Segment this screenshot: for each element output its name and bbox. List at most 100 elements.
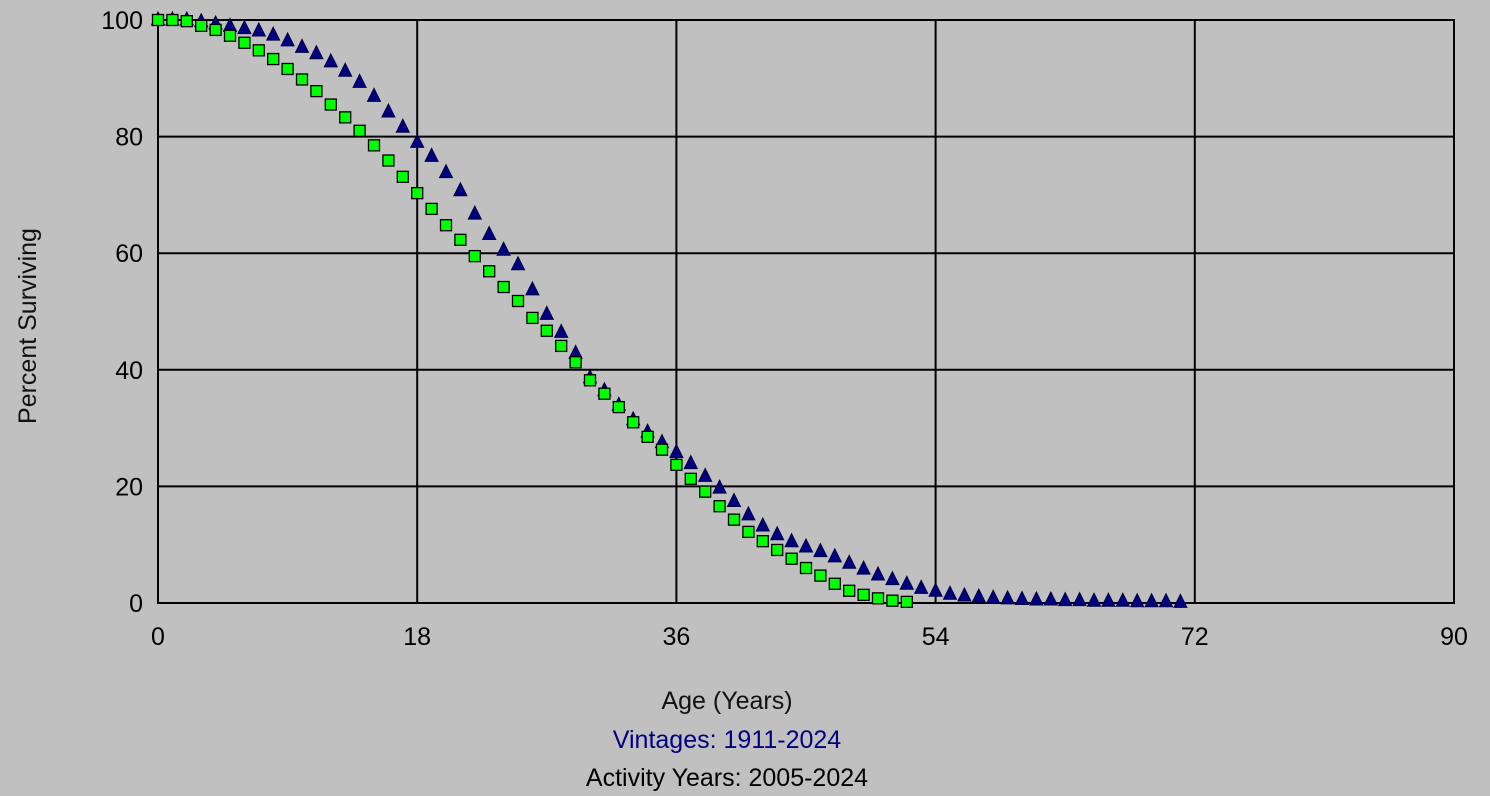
square-point <box>267 52 280 66</box>
square-point <box>511 294 525 308</box>
triangle-point <box>1158 592 1174 608</box>
triangle-point <box>496 241 511 256</box>
triangle-point <box>251 21 267 37</box>
triangle-point <box>453 181 468 197</box>
triangle-point <box>309 44 324 60</box>
triangle-point <box>1101 592 1116 607</box>
square-point <box>886 594 899 607</box>
triangle-point <box>337 62 353 77</box>
square-point <box>713 500 726 513</box>
square-point <box>569 356 582 369</box>
activity-years-caption: Activity Years: 2005-2024 <box>586 764 868 792</box>
x-tick-label: 72 <box>1181 623 1209 651</box>
y-axis-title: Percent Surviving <box>14 228 42 424</box>
square-point <box>339 111 352 124</box>
square-point <box>583 374 597 387</box>
y-tick-labels: 0 20 40 60 80 100 <box>101 7 143 618</box>
square-point <box>454 233 467 246</box>
triangle-point <box>510 255 526 271</box>
triangle-point <box>985 589 1001 604</box>
square-point <box>367 139 381 152</box>
square-point <box>281 62 294 76</box>
square-point <box>151 13 165 27</box>
triangle-point <box>539 305 555 320</box>
triangle-point <box>971 587 987 603</box>
triangle-point <box>755 516 771 532</box>
triangle-point <box>813 542 828 558</box>
triangle-point <box>1072 591 1087 607</box>
x-tick-label: 18 <box>403 623 431 651</box>
triangle-point <box>395 118 411 133</box>
triangle-point <box>381 102 396 118</box>
x-tick-label: 90 <box>1440 623 1468 651</box>
square-point <box>612 400 625 414</box>
triangle-point <box>669 443 684 459</box>
triangle-point <box>1173 593 1188 608</box>
x-axis-title: Age (Years) <box>661 687 792 715</box>
triangle-point <box>957 586 972 602</box>
square-point <box>180 15 193 28</box>
square-point <box>641 430 654 443</box>
triangle-point <box>712 478 727 494</box>
triangle-point <box>237 19 252 35</box>
square-point <box>756 535 769 548</box>
triangle-point <box>294 38 310 53</box>
square-point <box>295 73 309 86</box>
triangle-point <box>726 492 742 507</box>
triangle-point <box>942 585 958 600</box>
triangle-point <box>1144 592 1159 608</box>
triangle-point <box>280 31 295 47</box>
square-point <box>166 13 179 27</box>
triangle-point <box>697 467 713 482</box>
triangle-point <box>1086 592 1102 607</box>
square-point <box>627 416 640 429</box>
square-point <box>598 387 611 400</box>
triangle-point <box>913 579 929 594</box>
triangle-point <box>683 454 699 470</box>
square-point <box>771 543 784 557</box>
square-point <box>439 219 453 232</box>
triangle-point <box>870 565 886 581</box>
square-point <box>468 249 481 263</box>
square-point <box>684 472 697 485</box>
grid-lines <box>157 19 1455 604</box>
series-squares <box>151 13 913 608</box>
triangle-point <box>1029 590 1044 606</box>
y-tick-label: 80 <box>115 124 143 152</box>
triangle-point <box>481 225 497 240</box>
square-point <box>310 84 323 98</box>
square-point <box>353 124 366 137</box>
square-point <box>209 23 222 37</box>
square-point <box>238 36 251 49</box>
x-tick-label: 36 <box>662 623 690 651</box>
triangle-point <box>424 147 439 162</box>
triangle-point <box>467 204 483 220</box>
square-point <box>540 324 553 337</box>
triangle-point <box>525 280 540 296</box>
triangle-point <box>741 505 756 521</box>
y-tick-label: 60 <box>115 240 143 268</box>
square-point <box>670 458 683 471</box>
square-point <box>799 561 813 575</box>
triangle-point <box>856 560 871 575</box>
triangle-point <box>1115 592 1131 607</box>
x-tick-label: 0 <box>151 623 165 651</box>
square-point <box>857 588 870 601</box>
square-point <box>526 311 539 325</box>
triangle-point <box>352 73 367 88</box>
triangle-point <box>265 25 281 41</box>
square-point <box>655 443 669 456</box>
triangle-point <box>366 87 382 102</box>
triangle-point <box>827 547 843 563</box>
triangle-point <box>1000 589 1015 605</box>
triangle-point <box>553 323 569 338</box>
square-point <box>814 569 827 582</box>
square-point <box>843 584 856 597</box>
x-tick-labels: 0 18 36 54 72 90 <box>151 623 1468 651</box>
square-point <box>396 170 409 183</box>
square-point <box>252 44 265 57</box>
y-tick-label: 100 <box>101 7 143 35</box>
square-point <box>699 485 712 498</box>
square-point <box>411 187 424 200</box>
